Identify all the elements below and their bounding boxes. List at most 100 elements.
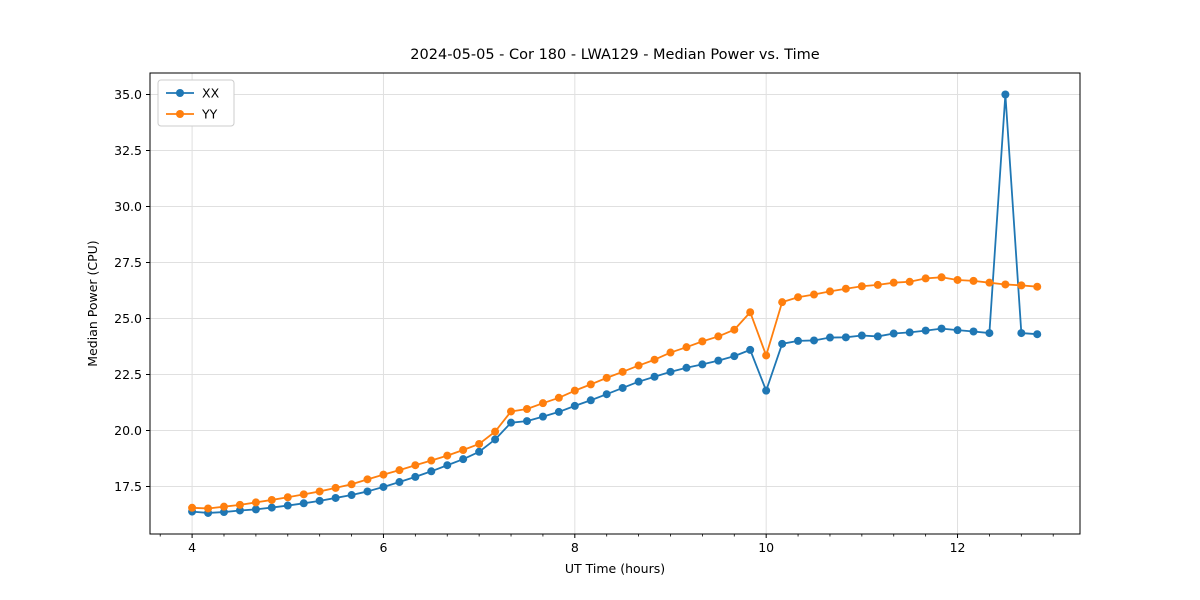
data-point-yy [953, 275, 962, 284]
y-tick-label: 22.5 [114, 367, 142, 382]
y-axis-label: Median Power (CPU) [85, 240, 100, 366]
data-point-xx [953, 326, 962, 335]
data-point-xx [762, 386, 771, 395]
data-point-yy [825, 287, 834, 296]
data-point-yy [714, 332, 723, 341]
data-point-yy [873, 280, 882, 289]
data-point-xx [538, 412, 547, 421]
legend-label: XX [202, 86, 220, 101]
data-point-xx [698, 360, 707, 369]
data-point-yy [778, 298, 787, 307]
data-point-xx [746, 345, 755, 354]
data-point-xx [443, 461, 452, 470]
data-point-xx [267, 503, 276, 512]
data-point-xx [905, 328, 914, 337]
data-point-xx [857, 331, 866, 340]
data-point-yy [235, 500, 244, 509]
data-point-xx [602, 390, 611, 399]
y-tick-label: 20.0 [114, 423, 142, 438]
data-point-yy [730, 325, 739, 334]
data-point-yy [602, 373, 611, 382]
data-point-xx [586, 396, 595, 405]
data-point-yy [969, 276, 978, 285]
y-tick-label: 32.5 [114, 143, 142, 158]
data-point-xx [969, 327, 978, 336]
x-axis-label: UT Time (hours) [565, 561, 665, 576]
data-point-xx [682, 363, 691, 372]
data-point-yy [283, 493, 292, 502]
data-point-yy [857, 282, 866, 291]
y-tick-label: 17.5 [114, 479, 142, 494]
data-point-yy [650, 355, 659, 364]
data-point-xx [794, 336, 803, 345]
chart-title: 2024-05-05 - Cor 180 - LWA129 - Median P… [410, 47, 819, 63]
legend-sample-marker [176, 89, 184, 97]
data-point-yy [985, 278, 994, 287]
data-point-xx [522, 417, 531, 426]
data-point-yy [267, 495, 276, 504]
y-axis-ticks [146, 94, 150, 488]
data-point-xx [459, 455, 468, 464]
x-tick-label: 4 [188, 540, 196, 555]
data-point-xx [1033, 330, 1042, 339]
data-point-yy [810, 290, 819, 299]
data-point-yy [331, 483, 340, 492]
data-point-yy [443, 451, 452, 460]
data-point-yy [762, 351, 771, 360]
data-point-yy [188, 503, 197, 512]
data-point-xx [427, 467, 436, 476]
data-point-yy [618, 367, 627, 376]
data-point-xx [315, 496, 324, 505]
data-point-yy [507, 407, 515, 416]
y-tick-label: 35.0 [114, 87, 142, 102]
data-point-xx [363, 487, 372, 496]
data-point-xx [650, 372, 659, 381]
x-tick-label: 6 [379, 540, 387, 555]
data-point-yy [554, 393, 563, 402]
legend-box [157, 79, 235, 127]
data-point-xx [235, 506, 244, 515]
y-tick-label: 27.5 [114, 255, 142, 270]
legend-sample-marker [176, 110, 184, 118]
data-point-yy [794, 293, 803, 302]
data-point-yy [219, 502, 228, 511]
x-axis-ticks [159, 534, 1054, 538]
series-yy [188, 273, 1042, 513]
data-point-xx [331, 493, 340, 502]
data-point-yy [379, 470, 388, 479]
data-point-yy [921, 274, 930, 283]
data-point-xx [507, 418, 515, 427]
data-point-yy [522, 405, 531, 414]
x-tick-label: 12 [950, 540, 966, 555]
data-point-yy [634, 361, 643, 370]
data-point-yy [841, 284, 850, 293]
data-point-xx [570, 401, 579, 410]
data-point-xx [299, 499, 308, 508]
data-point-yy [666, 348, 675, 357]
data-point-yy [363, 475, 372, 484]
legend-label: YY [201, 107, 218, 122]
data-point-xx [841, 333, 850, 342]
legend [157, 79, 235, 127]
data-point-xx [666, 367, 675, 376]
data-point-yy [586, 380, 595, 389]
x-tick-label: 10 [758, 540, 774, 555]
data-point-xx [1001, 90, 1010, 99]
y-tick-label: 30.0 [114, 199, 142, 214]
data-point-yy [889, 278, 898, 287]
data-point-xx [283, 501, 292, 510]
data-point-xx [1017, 329, 1026, 338]
series-line-yy [191, 276, 1039, 510]
data-point-xx [937, 324, 946, 333]
data-point-xx [921, 326, 930, 335]
data-point-xx [778, 339, 787, 348]
data-point-xx [714, 356, 723, 365]
data-point-yy [347, 480, 356, 489]
data-point-yy [1001, 280, 1010, 289]
data-point-yy [698, 337, 707, 346]
y-tick-label: 25.0 [114, 311, 142, 326]
data-point-xx [985, 329, 994, 338]
data-point-xx [251, 505, 260, 514]
